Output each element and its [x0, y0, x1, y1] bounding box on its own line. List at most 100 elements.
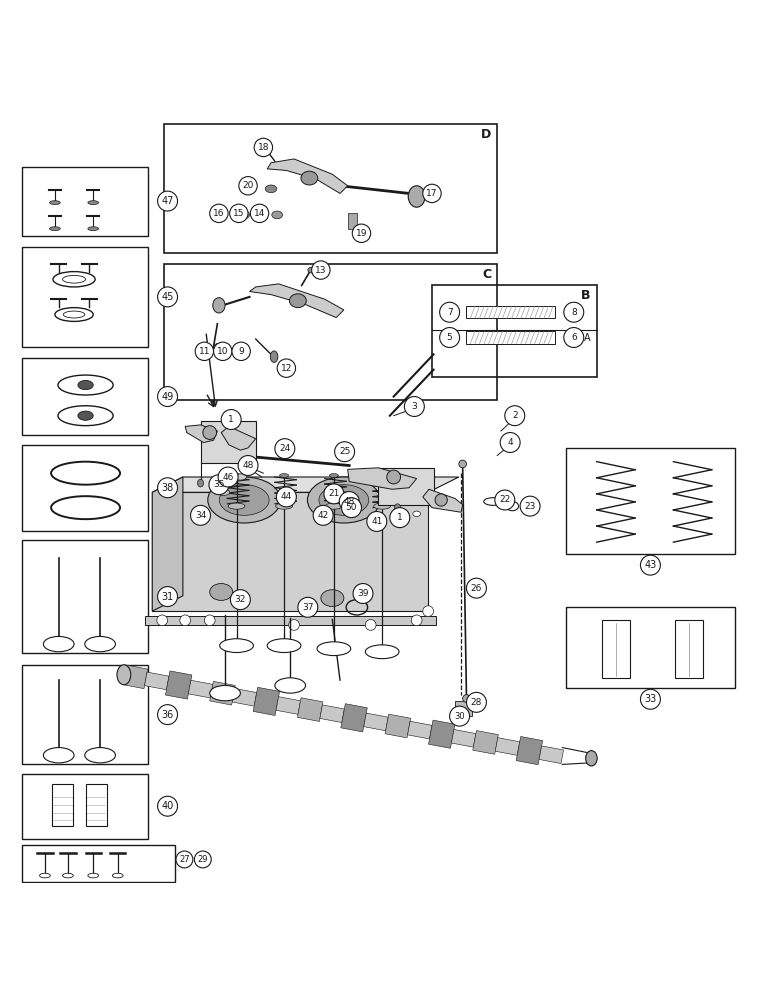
Text: 42: 42: [317, 511, 329, 520]
Circle shape: [339, 492, 359, 511]
Circle shape: [405, 397, 425, 416]
Ellipse shape: [88, 201, 99, 205]
Ellipse shape: [210, 685, 240, 701]
Text: 5: 5: [447, 333, 452, 342]
Text: 14: 14: [254, 209, 266, 218]
Text: 18: 18: [258, 143, 269, 152]
Text: 46: 46: [222, 473, 234, 482]
Text: 47: 47: [161, 196, 174, 206]
Polygon shape: [188, 680, 213, 698]
Polygon shape: [144, 616, 436, 625]
Text: 44: 44: [281, 492, 292, 501]
Polygon shape: [232, 688, 256, 706]
Circle shape: [341, 498, 361, 518]
Ellipse shape: [435, 494, 447, 506]
Polygon shape: [364, 713, 388, 731]
Ellipse shape: [210, 584, 232, 600]
Ellipse shape: [308, 267, 317, 273]
Text: 17: 17: [426, 189, 438, 198]
Text: 36: 36: [161, 710, 174, 720]
Circle shape: [229, 204, 248, 223]
Circle shape: [238, 456, 258, 475]
Circle shape: [195, 851, 212, 868]
Circle shape: [641, 555, 660, 575]
Ellipse shape: [459, 460, 466, 468]
Ellipse shape: [365, 645, 399, 659]
Ellipse shape: [88, 227, 99, 231]
Bar: [602, 620, 630, 678]
Circle shape: [312, 261, 330, 279]
Circle shape: [157, 287, 178, 307]
Ellipse shape: [78, 411, 93, 420]
Polygon shape: [452, 729, 476, 747]
Polygon shape: [152, 477, 459, 492]
Ellipse shape: [198, 479, 204, 487]
Polygon shape: [185, 425, 218, 443]
Text: 1: 1: [229, 415, 234, 424]
Circle shape: [254, 138, 273, 157]
Bar: [675, 620, 703, 678]
Circle shape: [520, 496, 540, 516]
Bar: [164, 264, 497, 400]
Circle shape: [205, 615, 215, 626]
Circle shape: [191, 505, 211, 525]
Bar: [52, 784, 73, 826]
Text: 1: 1: [397, 513, 403, 522]
Circle shape: [157, 387, 178, 406]
Text: 30: 30: [454, 712, 465, 721]
Text: 10: 10: [217, 347, 229, 356]
Circle shape: [180, 615, 191, 626]
Circle shape: [505, 406, 525, 426]
Text: 31: 31: [161, 592, 174, 602]
Bar: [22, 445, 148, 531]
Text: 34: 34: [195, 511, 206, 520]
Text: 40: 40: [161, 801, 174, 811]
Text: 32: 32: [235, 595, 246, 604]
Ellipse shape: [319, 485, 369, 515]
Ellipse shape: [234, 474, 246, 480]
Text: 20: 20: [242, 181, 254, 190]
Bar: [22, 540, 148, 653]
Ellipse shape: [88, 873, 99, 878]
Ellipse shape: [586, 751, 598, 766]
Circle shape: [500, 433, 520, 452]
Circle shape: [239, 177, 257, 195]
Circle shape: [214, 342, 232, 361]
Ellipse shape: [290, 294, 306, 308]
Ellipse shape: [267, 639, 301, 653]
Ellipse shape: [208, 477, 280, 523]
Text: 48: 48: [344, 497, 355, 506]
Bar: [22, 167, 148, 236]
Bar: [466, 331, 554, 344]
Text: 41: 41: [371, 517, 382, 526]
Ellipse shape: [301, 171, 318, 185]
Ellipse shape: [394, 504, 401, 511]
Bar: [347, 213, 357, 229]
Polygon shape: [276, 697, 300, 714]
Ellipse shape: [39, 873, 50, 878]
Text: 15: 15: [233, 209, 245, 218]
Bar: [566, 607, 735, 688]
Ellipse shape: [321, 590, 344, 607]
Text: 39: 39: [357, 589, 369, 598]
Text: 8: 8: [571, 308, 577, 317]
Text: D: D: [481, 128, 491, 141]
Circle shape: [641, 689, 660, 709]
Circle shape: [195, 342, 214, 361]
Text: 11: 11: [198, 347, 210, 356]
Polygon shape: [472, 731, 499, 754]
Circle shape: [232, 342, 250, 361]
Text: 25: 25: [339, 447, 350, 456]
Circle shape: [157, 478, 178, 498]
Circle shape: [276, 487, 296, 507]
Circle shape: [313, 505, 333, 525]
Circle shape: [423, 184, 441, 203]
Polygon shape: [152, 492, 428, 611]
Ellipse shape: [85, 636, 116, 652]
Text: A: A: [584, 333, 591, 343]
Text: 48: 48: [242, 461, 254, 470]
Circle shape: [275, 439, 295, 459]
Ellipse shape: [270, 351, 278, 362]
Text: C: C: [482, 268, 491, 281]
Ellipse shape: [408, 186, 425, 207]
